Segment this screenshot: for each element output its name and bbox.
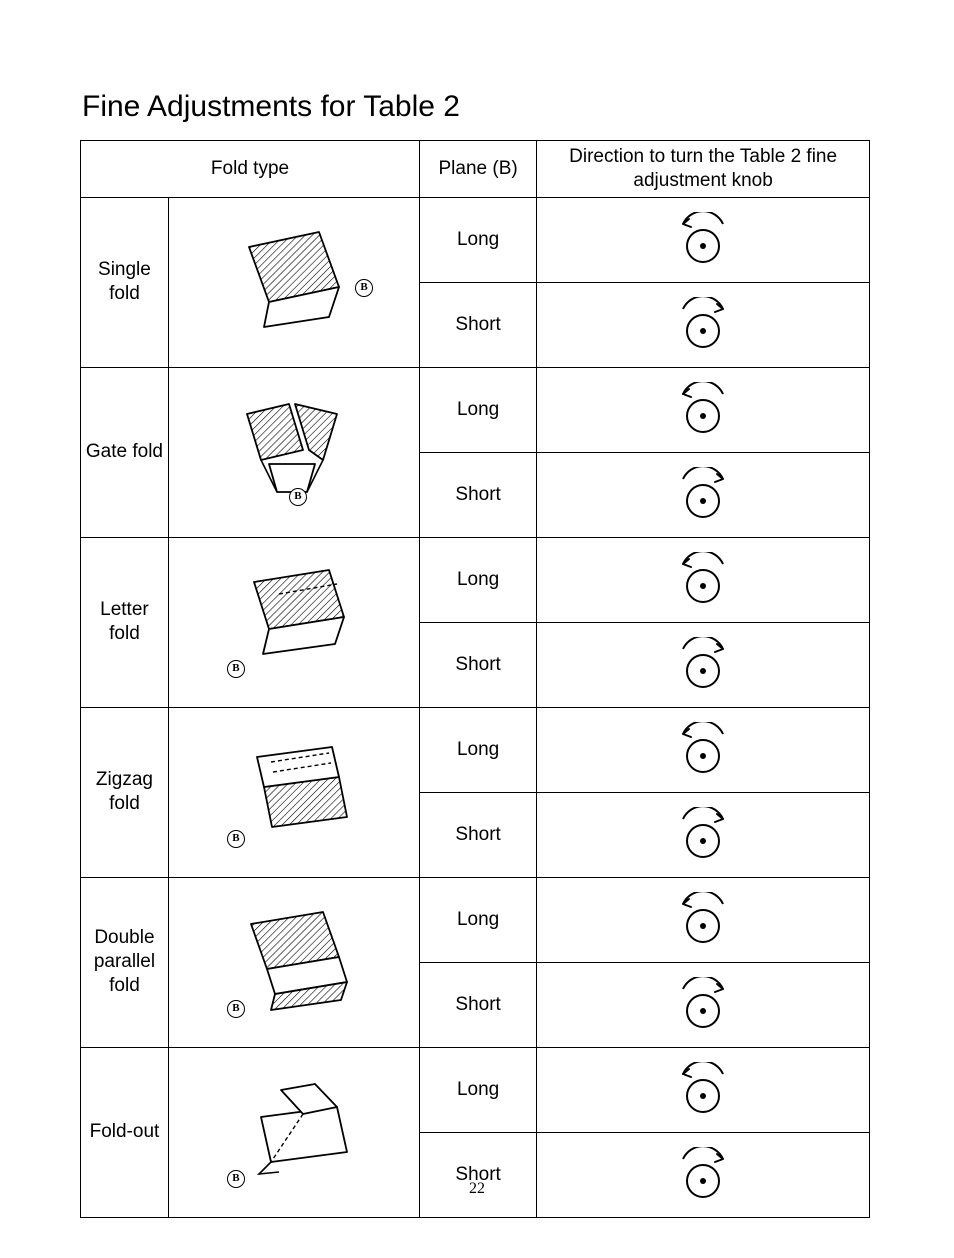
plane-cell-long: Long — [420, 707, 537, 792]
b-marker-icon: B — [227, 1000, 245, 1018]
plane-cell-long: Long — [420, 877, 537, 962]
direction-cell-long — [537, 1047, 870, 1132]
fold-illustration-cell: B — [168, 877, 419, 1047]
direction-cell-short — [537, 792, 870, 877]
knob-ccw-icon — [539, 722, 867, 778]
b-marker-icon: B — [227, 660, 245, 678]
direction-cell-long — [537, 367, 870, 452]
plane-cell-short: Short — [420, 1132, 537, 1217]
direction-cell-short — [537, 452, 870, 537]
page: Fine Adjustments for Table 2 Fold type P… — [0, 0, 954, 1258]
knob-cw-icon — [539, 467, 867, 523]
direction-cell-long — [537, 197, 870, 282]
fold-illustration: B — [171, 552, 417, 692]
b-marker: B — [355, 278, 373, 297]
knob-cw-icon — [539, 637, 867, 693]
knob-ccw-icon — [539, 1062, 867, 1118]
fold-name-cell: Zigzag fold — [81, 707, 169, 877]
header-plane: Plane (B) — [420, 141, 537, 198]
direction-cell-short — [537, 622, 870, 707]
plane-cell-long: Long — [420, 197, 537, 282]
knob-cw-icon — [539, 807, 867, 863]
table-row: Letter fold B Long — [81, 537, 870, 622]
header-direction: Direction to turn the Table 2 fine adjus… — [537, 141, 870, 198]
table-header-row: Fold type Plane (B) Direction to turn th… — [81, 141, 870, 198]
knob-cw-icon — [539, 977, 867, 1033]
knob-ccw-icon — [539, 382, 867, 438]
fold-name-cell: Single fold — [81, 197, 169, 367]
knob-cw-icon — [539, 297, 867, 353]
b-marker: B — [227, 829, 245, 848]
knob-ccw-icon — [539, 212, 867, 268]
knob-ccw-icon — [539, 552, 867, 608]
direction-cell-short — [537, 962, 870, 1047]
plane-cell-short: Short — [420, 962, 537, 1047]
table-row: Gate fold B Long — [81, 367, 870, 452]
page-title: Fine Adjustments for Table 2 — [82, 90, 874, 124]
fold-illustration-cell: B — [168, 707, 419, 877]
fold-illustration-cell: B — [168, 367, 419, 537]
table-row: Double parallel fold B Long — [81, 877, 870, 962]
direction-cell-long — [537, 537, 870, 622]
b-marker: B — [227, 999, 245, 1018]
fold-illustration: B — [171, 382, 417, 522]
header-fold-type: Fold type — [81, 141, 420, 198]
direction-cell-short — [537, 1132, 870, 1217]
fold-adjustments-table: Fold type Plane (B) Direction to turn th… — [80, 140, 870, 1218]
plane-cell-short: Short — [420, 792, 537, 877]
fold-illustration: B — [171, 722, 417, 862]
plane-cell-short: Short — [420, 452, 537, 537]
table-row: Single fold B Long — [81, 197, 870, 282]
page-number: 22 — [0, 1180, 954, 1198]
direction-cell-long — [537, 877, 870, 962]
direction-cell-short — [537, 282, 870, 367]
plane-cell-short: Short — [420, 622, 537, 707]
b-marker-icon: B — [355, 279, 373, 297]
fold-name-cell: Double parallel fold — [81, 877, 169, 1047]
b-marker-icon: B — [289, 488, 307, 506]
b-marker: B — [227, 659, 245, 678]
fold-name-cell: Letter fold — [81, 537, 169, 707]
plane-cell-short: Short — [420, 282, 537, 367]
plane-cell-long: Long — [420, 367, 537, 452]
b-marker-icon: B — [227, 830, 245, 848]
direction-cell-long — [537, 707, 870, 792]
fold-illustration: B — [171, 892, 417, 1032]
knob-ccw-icon — [539, 892, 867, 948]
fold-illustration-cell: B — [168, 197, 419, 367]
fold-illustration: B — [171, 212, 417, 352]
plane-cell-long: Long — [420, 537, 537, 622]
fold-name-cell: Gate fold — [81, 367, 169, 537]
table-row: Fold-out B Long — [81, 1047, 870, 1132]
fold-illustration-cell: B — [168, 537, 419, 707]
plane-cell-long: Long — [420, 1047, 537, 1132]
table-row: Zigzag fold B Long — [81, 707, 870, 792]
b-marker: B — [289, 487, 307, 506]
